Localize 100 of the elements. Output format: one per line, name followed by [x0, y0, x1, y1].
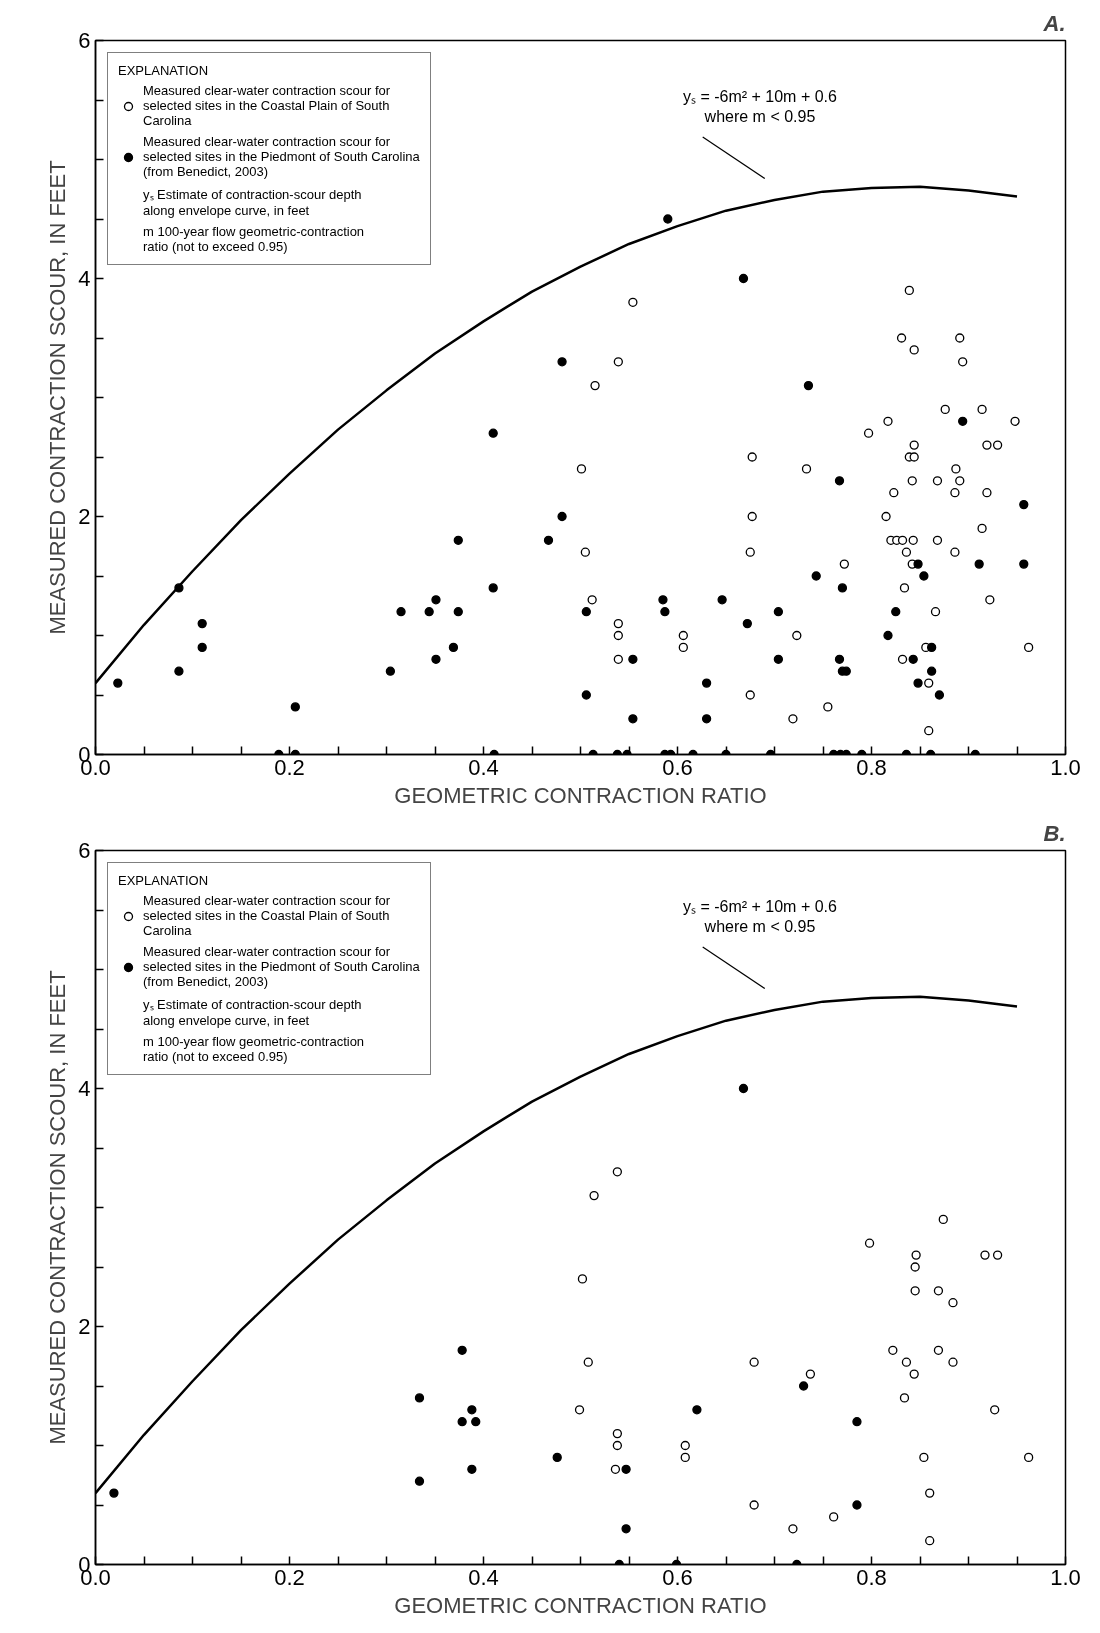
point: [823, 702, 833, 712]
point: [612, 1167, 623, 1177]
point: [587, 595, 597, 605]
x-tick-label: 0.6: [662, 1564, 693, 1590]
x-tick-label: 0.8: [856, 754, 887, 780]
point: [992, 440, 1003, 450]
point: [940, 404, 950, 415]
point: [613, 654, 623, 664]
chart-title: A.: [1042, 10, 1066, 36]
point: [910, 1262, 920, 1272]
point: [788, 1524, 798, 1534]
point: [414, 1476, 425, 1486]
point: [590, 380, 600, 391]
point: [613, 357, 623, 367]
point: [909, 345, 919, 355]
point: [950, 547, 960, 557]
x-tick-label: 0.6: [662, 754, 693, 780]
point: [911, 1250, 921, 1260]
x-tick-label: 1.0: [1050, 754, 1081, 780]
legend-label: Measured clear-water contraction scour for selected sites in the Coastal Plain of South Carolina: [143, 893, 391, 938]
point: [747, 511, 757, 522]
legend-title: EXPLANATION: [118, 63, 210, 78]
y-axis-title: MEASURED CONTRACTION SCOUR, IN FEET: [45, 970, 71, 1445]
point: [955, 333, 965, 343]
point: [930, 607, 941, 617]
annotation: yₛ Estimate of contraction-scour depth along envelope curve, in feet: [143, 186, 362, 218]
point: [801, 464, 812, 474]
point: [982, 440, 992, 450]
y-tick-label: 6: [78, 838, 91, 863]
x-axis-title: GEOMETRIC CONTRACTION RATIO: [394, 1592, 767, 1618]
point: [985, 595, 995, 605]
point: [864, 1238, 875, 1248]
point: [863, 428, 874, 438]
point: [907, 476, 917, 486]
point: [678, 642, 688, 653]
annotation: yₛ Estimate of contraction-scour depth along envelope curve, in feet: [143, 996, 362, 1028]
point: [678, 630, 688, 641]
point: [613, 618, 623, 629]
x-tick-label: 0.2: [274, 754, 305, 780]
x-tick-label: 0.4: [468, 1564, 499, 1590]
annotation: m 100-year flow geometric-contraction ratio (not to exceed 0.95): [143, 224, 365, 254]
x-axis-title: GEOMETRIC CONTRACTION RATIO: [394, 782, 767, 808]
point: [552, 1452, 562, 1463]
point: [738, 1083, 749, 1094]
point: [896, 333, 907, 343]
legend-label: Measured clear-water contraction scour for selected sites in the Piedmont of South Carolina (from Benedict, 2003): [143, 944, 420, 989]
point: [924, 678, 934, 688]
point: [982, 488, 992, 498]
point: [933, 1345, 944, 1355]
point: [955, 476, 965, 486]
point: [901, 547, 912, 557]
point: [589, 1190, 599, 1201]
point: [792, 630, 802, 641]
y-tick-label: 6: [78, 28, 91, 53]
point: [948, 1298, 958, 1308]
point: [897, 654, 908, 664]
point: [951, 464, 961, 474]
point: [925, 1536, 935, 1546]
point: [888, 1345, 898, 1355]
x-tick-label: 0.8: [856, 1564, 887, 1590]
point: [1023, 642, 1034, 653]
point: [980, 1250, 990, 1260]
point: [610, 1464, 621, 1474]
point: [948, 1357, 958, 1367]
point: [977, 523, 987, 534]
point: [839, 559, 849, 569]
point: [798, 1381, 809, 1391]
point: [932, 535, 943, 545]
point: [457, 1417, 467, 1427]
point: [925, 1488, 935, 1498]
point: [583, 1357, 593, 1367]
point: [909, 440, 919, 450]
point: [829, 1512, 839, 1522]
point: [910, 1286, 920, 1296]
point: [613, 630, 623, 641]
legend-title: EXPLANATION: [118, 873, 210, 888]
legend-label: Measured clear-water contraction scour for selected sites in the Coastal Plain of South Carolina: [143, 83, 391, 128]
point: [745, 547, 755, 557]
point: [881, 511, 891, 522]
annotation: yₛ = -6m² + 10m + 0.6 where m < 0.95: [682, 87, 838, 125]
legend-label: Measured clear-water contraction scour for selected sites in the Piedmont of South Carolina (from Benedict, 2003): [143, 134, 420, 179]
y-tick-label: 2: [78, 1314, 91, 1339]
point: [805, 1369, 816, 1379]
point: [467, 1405, 477, 1415]
y-tick-label: 4: [78, 1076, 91, 1101]
annotation: m 100-year flow geometric-contraction ratio (not to exceed 0.95): [143, 1034, 365, 1064]
point: [899, 1393, 910, 1403]
chart-title: B.: [1043, 820, 1066, 846]
point: [919, 1452, 929, 1463]
y-axis-title: MEASURED CONTRACTION SCOUR, IN FEET: [45, 160, 71, 635]
point: [852, 1417, 862, 1427]
point: [577, 1274, 588, 1284]
point: [576, 464, 587, 474]
point: [908, 535, 918, 545]
x-tick-label: 0.4: [468, 754, 499, 780]
point: [950, 488, 960, 498]
point: [788, 714, 798, 724]
annotation: yₛ = -6m² + 10m + 0.6 where m < 0.95: [682, 897, 838, 935]
point: [977, 404, 987, 415]
point: [749, 1357, 759, 1367]
